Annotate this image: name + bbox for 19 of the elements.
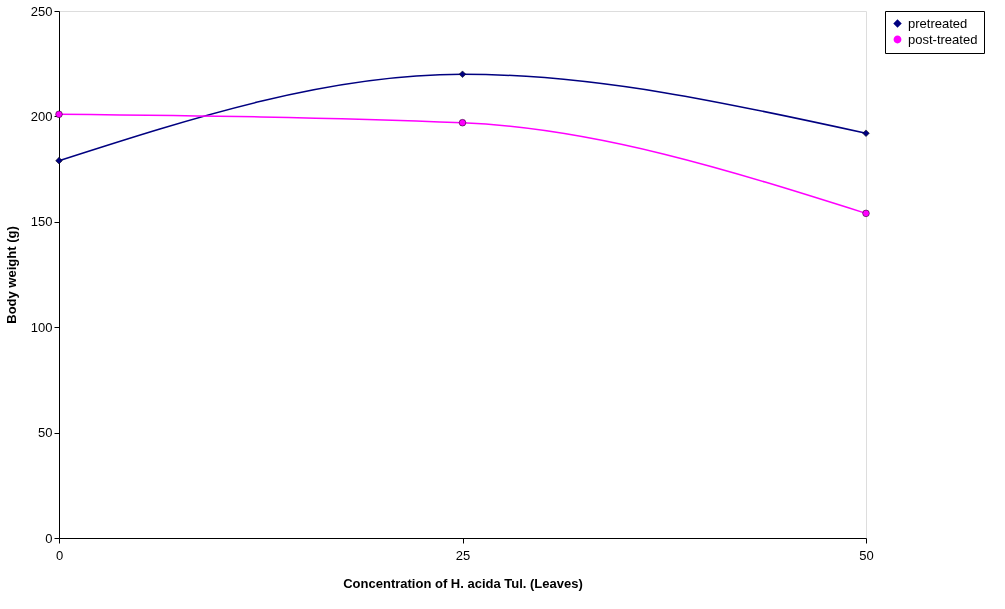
point (458, 70, 467, 78)
point (862, 209, 870, 217)
y-tick-label: 0 (45, 530, 53, 546)
legend-label: pretreated (908, 15, 968, 31)
point (55, 157, 63, 165)
y-tick-label: 250 (30, 3, 53, 19)
y-tick-label: 150 (30, 214, 53, 230)
x-tick-label: 25 (455, 547, 471, 563)
point (862, 129, 870, 137)
point (55, 110, 63, 118)
x-axis-title: Concentration of H. acida Tul. (Leaves) (343, 575, 583, 591)
y-tick-label: 50 (38, 425, 53, 441)
y-tick-label: 100 (30, 319, 53, 335)
x-tick-label: 0 (55, 547, 64, 563)
y-tick-label: 200 (30, 108, 53, 124)
x-tick-label: 50 (859, 547, 874, 563)
y-axis-title: Body weight (g) (3, 226, 19, 324)
legend-label: post-treated (908, 31, 978, 47)
point (458, 119, 467, 127)
